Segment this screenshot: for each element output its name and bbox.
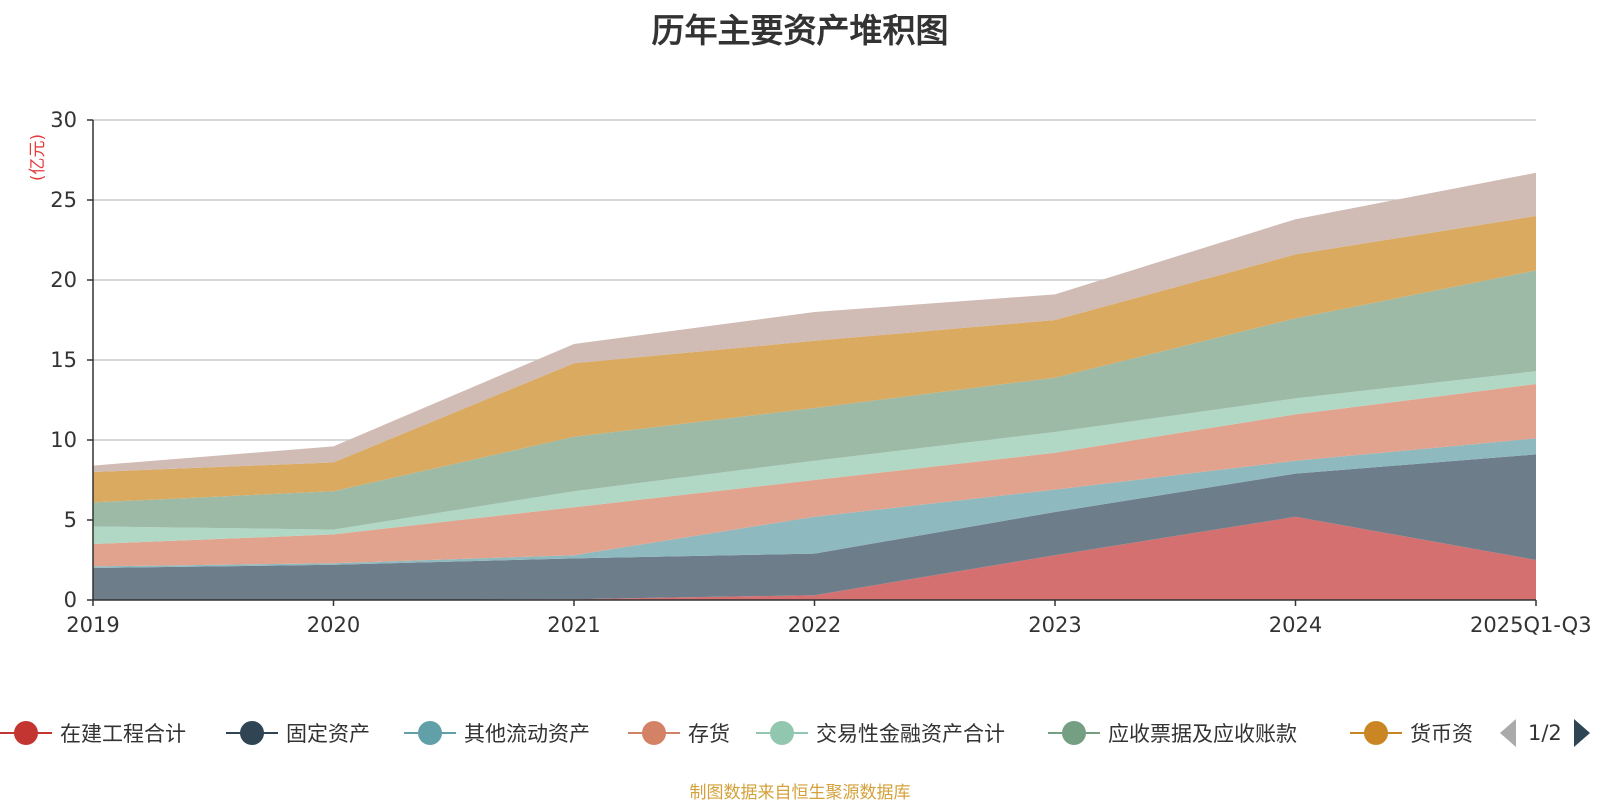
- legend-label: 其他流动资产: [464, 722, 590, 746]
- legend-pager: 1/2: [1500, 713, 1590, 753]
- x-tick-label: 2024: [1269, 613, 1322, 637]
- y-tick-label: 25: [50, 188, 77, 212]
- legend-next-page-icon[interactable]: [1573, 719, 1590, 747]
- area-series-2: [93, 454, 1536, 600]
- legend-marker-icon: [756, 720, 808, 746]
- legend-marker-icon: [0, 720, 52, 746]
- y-tick-label: 10: [50, 428, 77, 452]
- legend-label: 应收票据及应收账款: [1108, 722, 1297, 746]
- legend-label: 货币资: [1410, 722, 1473, 746]
- area-series-1: [93, 516, 1536, 600]
- x-tick-label: 2019: [66, 613, 119, 637]
- area-series-5: [93, 371, 1536, 544]
- x-tick-label: 2023: [1028, 613, 1081, 637]
- legend-item[interactable]: 应收票据及应收账款: [1048, 713, 1297, 753]
- legend-label: 存货: [688, 722, 730, 746]
- legend-item[interactable]: 固定资产: [226, 713, 370, 753]
- legend-item[interactable]: 存货: [628, 713, 730, 753]
- legend-marker-icon: [404, 720, 456, 746]
- legend-prev-page-icon[interactable]: [1500, 719, 1516, 747]
- area-series-6: [93, 270, 1536, 530]
- legend-item[interactable]: 交易性金融资产合计: [756, 713, 1005, 753]
- y-tick-label: 30: [50, 108, 77, 132]
- area-series-3: [93, 438, 1536, 568]
- legend: 在建工程合计 固定资产 其他流动资产 存货 交易性金融资产合计 应收票据及应收账款 货币资: [0, 713, 1600, 753]
- legend-label: 交易性金融资产合计: [816, 722, 1005, 746]
- legend-item[interactable]: 其他流动资产: [404, 713, 590, 753]
- legend-page-indicator: 1/2: [1528, 721, 1562, 745]
- legend-marker-icon: [628, 720, 680, 746]
- legend-label: 在建工程合计: [60, 722, 186, 746]
- area-series-4: [93, 384, 1536, 567]
- x-tick-label: 2020: [307, 613, 360, 637]
- area-series-8: [93, 172, 1536, 473]
- x-tick-label: 2025Q1-Q3: [1470, 613, 1592, 637]
- y-tick-label: 15: [50, 348, 77, 372]
- legend-item[interactable]: 货币资: [1350, 713, 1473, 753]
- x-tick-label: 2022: [788, 613, 841, 637]
- y-tick-label: 0: [64, 588, 77, 612]
- data-source-note: 制图数据来自恒生聚源数据库: [689, 783, 911, 803]
- x-tick-label: 2021: [547, 613, 600, 637]
- stacked-area-chart: 0 5 10 15 20 25 30 2019 2020 2021 2022 2023 2024 2025…: [50, 108, 1592, 637]
- y-tick-label: 5: [64, 508, 77, 532]
- legend-marker-icon: [1350, 720, 1402, 746]
- y-tick-label: 20: [50, 268, 77, 292]
- chart-title: 历年主要资产堆积图: [651, 11, 949, 50]
- legend-marker-icon: [226, 720, 278, 746]
- legend-label: 固定资产: [286, 722, 370, 746]
- legend-marker-icon: [1048, 720, 1100, 746]
- legend-item[interactable]: 在建工程合计: [0, 713, 186, 753]
- area-series-7: [93, 216, 1536, 503]
